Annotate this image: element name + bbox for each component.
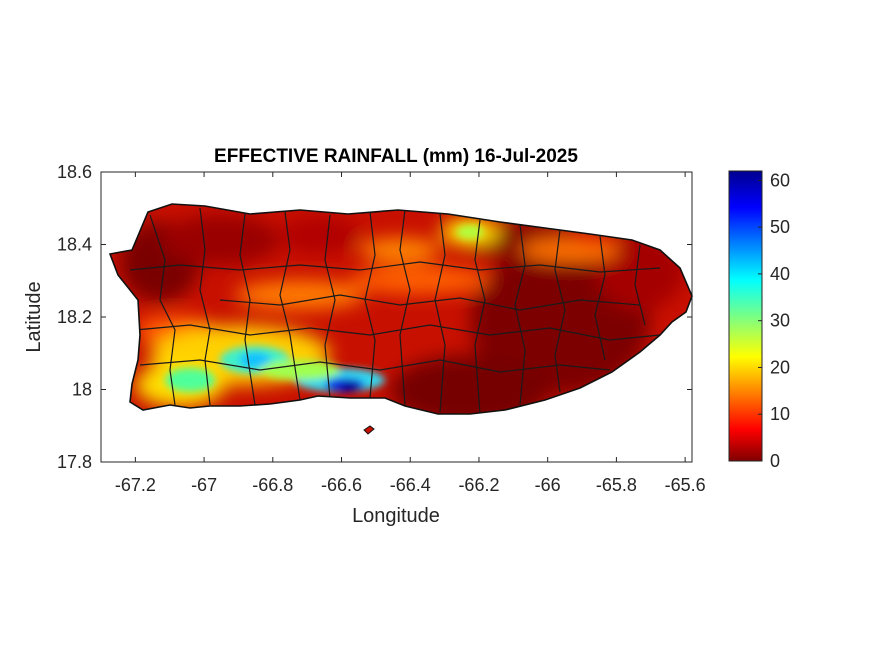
x-tick-label: -65.8: [596, 475, 637, 495]
caja-de-muertos-island: [363, 425, 375, 435]
x-tick-label: -65.6: [665, 475, 706, 495]
x-tick-label: -66.6: [321, 475, 362, 495]
y-tick-label: 18.4: [57, 235, 92, 255]
x-axis-label: Longitude: [352, 505, 440, 527]
x-tick-label: -66.8: [252, 475, 293, 495]
x-tick-label: -66.2: [458, 475, 499, 495]
y-tick-label: 18.6: [57, 162, 92, 182]
colorbar-gradient: [728, 170, 763, 462]
x-tick-label: -66: [535, 475, 561, 495]
colorbar-tick-label: 50: [770, 217, 790, 237]
colorbar-tick-label: 10: [770, 404, 790, 424]
municipality-boundaries: [129, 207, 661, 414]
y-tick-label: 18.2: [57, 307, 92, 327]
x-tick-label: -67: [191, 475, 217, 495]
y-tick-label: 17.8: [57, 452, 92, 472]
colorbar-tick-label: 30: [770, 311, 790, 331]
island-coastline: [108, 203, 693, 415]
colorbar: 0 10 20 30 40 50 60: [728, 170, 790, 471]
colorbar-tick-label: 0: [770, 451, 780, 471]
y-tick-label: 18: [72, 380, 92, 400]
x-tick-label: -67.2: [115, 475, 156, 495]
colorbar-tick-label: 40: [770, 264, 790, 284]
chart-title: EFFECTIVE RAINFALL (mm) 16-Jul-2025: [214, 146, 578, 167]
x-tick-label: -66.4: [390, 475, 431, 495]
y-axis: 17.8 18 18.2 18.4 18.6: [57, 162, 692, 472]
colorbar-tick-label: 20: [770, 357, 790, 377]
y-axis-label: Latitude: [23, 281, 45, 352]
colorbar-ticks: 0 10 20 30 40 50 60: [758, 170, 790, 471]
plot-area: [100, 171, 693, 463]
colorbar-tick-label: 60: [770, 170, 790, 190]
x-axis: -67.2 -67 -66.8 -66.6 -66.4 -66.2 -66 -65.8 -65.…: [115, 172, 706, 495]
